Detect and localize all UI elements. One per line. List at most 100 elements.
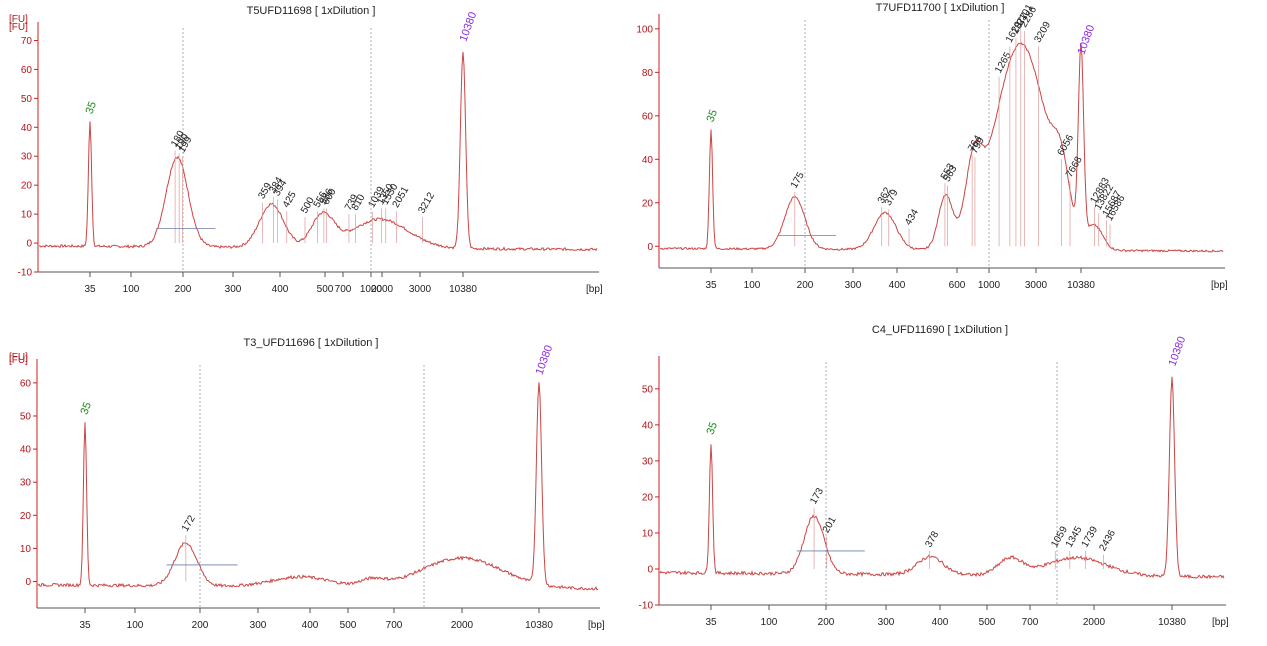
x-tick-label: 35: [84, 284, 96, 295]
x-axis-label: [bp]: [1212, 617, 1229, 628]
chart-title: T7UFD11700 [ 1xDilution ]: [876, 2, 1005, 14]
electropherogram-trace: [659, 41, 1224, 253]
x-tick-label: 400: [272, 284, 289, 295]
x-tick-label: 200: [175, 284, 192, 295]
x-axis-label: [bp]: [586, 284, 603, 295]
y-tick-label: 100: [636, 24, 653, 35]
y-axis-label: [FU]: [9, 355, 28, 366]
y-tick-label: 20: [21, 181, 33, 192]
chart-panel-t3: T3_UFD11696 [ 1xDilution ] 0 10 20 30 40 50 60 […: [9, 337, 605, 631]
y-tick-label: 60: [20, 378, 32, 389]
x-tick-label: 300: [225, 284, 242, 295]
y-tick-label: 40: [20, 445, 32, 456]
x-tick-label: 200: [797, 280, 814, 291]
x-tick-label: 500: [317, 284, 334, 295]
peak-label: 3209: [1033, 20, 1054, 45]
x-tick-label: 300: [845, 280, 862, 291]
x-tick-label: 3000: [1025, 280, 1048, 291]
x-tick-label: 200: [192, 620, 209, 631]
y-tick-label: 20: [642, 198, 654, 209]
x-tick-label: 700: [335, 284, 352, 295]
electropherogram-trace: [659, 376, 1225, 580]
y-tick-label: 40: [642, 420, 654, 431]
x-tick-label: 600: [949, 280, 966, 291]
peak-label: 1265: [993, 50, 1014, 75]
y-tick-label: -10: [18, 268, 33, 279]
y-tick-label: 10: [642, 528, 654, 539]
x-tick-label: 500: [340, 620, 357, 631]
y-axis-label: [FU]: [9, 22, 28, 33]
x-tick-label: 100: [744, 280, 761, 291]
x-tick-label: 1000: [978, 280, 1001, 291]
upper-marker-label: 10380: [1076, 23, 1098, 56]
lower-marker-label: 35: [705, 421, 720, 437]
y-tick-label: 40: [642, 155, 654, 166]
chart-title: T3_UFD11696 [ 1xDilution ]: [244, 337, 379, 349]
peak-label: 172: [180, 513, 198, 533]
peak-label: 434: [903, 207, 921, 227]
x-tick-label: 3000: [409, 284, 432, 295]
x-tick-label: 500: [979, 617, 996, 628]
x-axis-label: [bp]: [588, 620, 605, 631]
x-tick-label: 400: [302, 620, 319, 631]
y-tick-label: 60: [21, 65, 33, 76]
x-tick-label: 400: [932, 617, 949, 628]
y-axis-label: [FU]: [9, 352, 28, 363]
lower-marker-label: 35: [84, 100, 99, 116]
x-tick-label: 100: [761, 617, 778, 628]
x-tick-label: 200: [818, 617, 835, 628]
y-tick-label: 50: [642, 384, 654, 395]
x-axis-label: [bp]: [1211, 280, 1228, 291]
x-tick-label: 300: [250, 620, 267, 631]
x-tick-label: 400: [889, 280, 906, 291]
y-tick-label: 50: [21, 94, 33, 105]
chart-panel-t7: T7UFD11700 [ 1xDilution ] 0 20 40 60 80 100 [FU…: [9, 2, 1228, 291]
y-tick-label: 80: [642, 68, 654, 79]
upper-marker-label: 10380: [534, 344, 556, 377]
upper-marker-label: 10380: [458, 10, 480, 43]
lower-marker-label: 35: [79, 401, 94, 417]
y-tick-label: 10: [21, 210, 33, 221]
y-tick-label: 50: [20, 411, 32, 422]
y-tick-label: 70: [21, 36, 33, 47]
x-tick-label: 2000: [451, 620, 474, 631]
y-tick-label: 0: [26, 239, 32, 250]
x-tick-label: 2000: [1083, 617, 1106, 628]
chart-panel-c4: C4_UFD11690 [ 1xDilution ] -10 0 10 20 30 40 50…: [9, 324, 1229, 628]
x-tick-label: 2000: [371, 284, 394, 295]
chart-title: T5UFD11698 [ 1xDilution ]: [247, 5, 376, 17]
lower-marker-label: 35: [705, 108, 720, 124]
y-tick-label: 30: [20, 478, 32, 489]
electropherogram-trace: [37, 382, 599, 591]
chart-panel-t5: T5UFD11698 [ 1xDilution ] -10 0 10 20 30 40 50 6…: [9, 5, 603, 295]
y-tick-label: 20: [20, 511, 32, 522]
x-tick-label: 10380: [449, 284, 477, 295]
y-tick-label: 30: [21, 152, 33, 163]
x-tick-label: 700: [1022, 617, 1039, 628]
x-tick-label: 35: [705, 280, 717, 291]
y-tick-label: 0: [25, 577, 31, 588]
x-tick-label: 35: [79, 620, 91, 631]
y-tick-label: -10: [639, 601, 654, 612]
peak-label: 201: [821, 515, 839, 535]
x-tick-label: 100: [123, 284, 140, 295]
x-tick-label: 10380: [525, 620, 553, 631]
peak-label: 7668: [1064, 154, 1085, 179]
peak-label: 6056: [1056, 133, 1077, 158]
y-tick-label: 0: [647, 564, 653, 575]
x-tick-label: 100: [127, 620, 144, 631]
peak-label: 2436: [1097, 528, 1118, 553]
peak-label: 173: [808, 486, 826, 506]
upper-marker-label: 10380: [1167, 335, 1189, 368]
peak-label: 175: [789, 170, 807, 190]
peak-label: 378: [923, 529, 941, 549]
x-tick-label: 35: [705, 617, 717, 628]
peak-label: 3212: [416, 190, 437, 215]
y-tick-label: 10: [20, 544, 32, 555]
electropherogram-trace: [38, 51, 598, 252]
chart-title: C4_UFD11690 [ 1xDilution ]: [872, 324, 1008, 336]
x-tick-label: 10380: [1067, 280, 1095, 291]
x-tick-label: 300: [878, 617, 895, 628]
peak-label: 600: [321, 187, 339, 207]
